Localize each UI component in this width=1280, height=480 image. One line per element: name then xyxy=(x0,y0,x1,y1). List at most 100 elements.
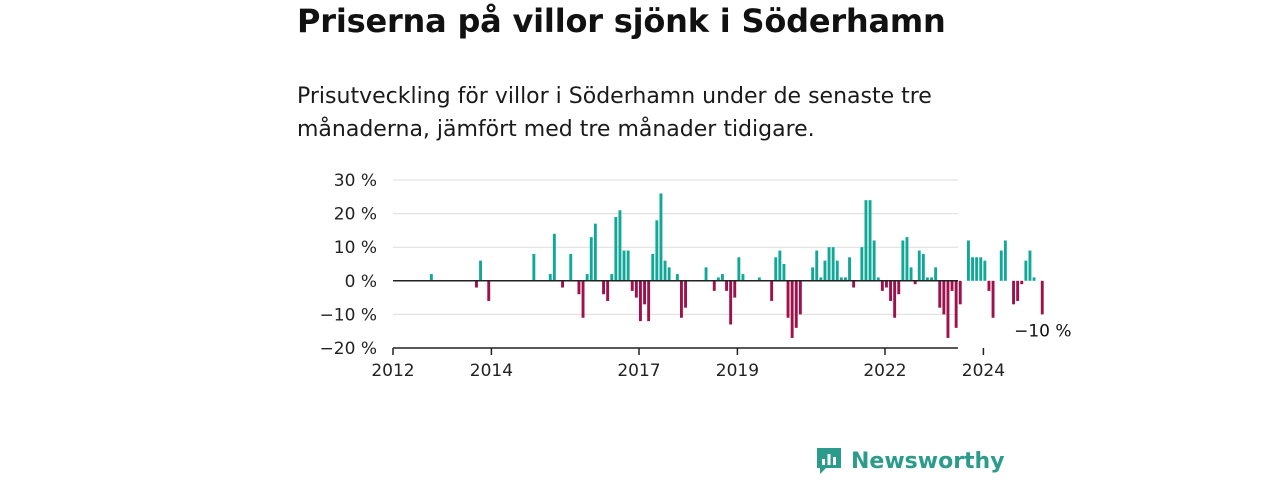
page-title: Priserna på villor sjönk i Söderhamn xyxy=(297,2,946,40)
bar xyxy=(630,280,634,291)
bar xyxy=(782,264,786,281)
brand-logo[interactable]: Newsworthy xyxy=(815,446,1005,476)
bar xyxy=(786,280,790,318)
bar xyxy=(864,200,868,281)
bar xyxy=(651,253,655,281)
y-tick-label: 10 % xyxy=(334,238,377,258)
x-tick-label: 2019 xyxy=(716,361,759,381)
bar xyxy=(712,280,716,291)
bar xyxy=(741,274,745,281)
bar xyxy=(926,277,929,281)
bar xyxy=(839,277,843,281)
brand-name: Newsworthy xyxy=(851,448,1005,474)
bar xyxy=(991,280,995,318)
bar xyxy=(938,280,942,308)
bar xyxy=(1020,280,1024,285)
bar xyxy=(1012,280,1015,305)
bar xyxy=(815,250,819,281)
bar xyxy=(655,220,659,281)
x-tick-label: 2014 xyxy=(470,361,513,381)
bar xyxy=(675,274,679,281)
bar xyxy=(872,240,876,281)
bars xyxy=(429,193,1044,338)
bar xyxy=(532,253,536,281)
bar xyxy=(942,280,946,315)
bar xyxy=(626,250,630,281)
x-tick-label: 2024 xyxy=(962,361,1005,381)
y-tick-label: −10 % xyxy=(320,305,377,325)
bar xyxy=(639,280,642,322)
bar xyxy=(967,240,970,281)
tick-labels: 30 % 20 % 10 % 0 % −10 % −20 %2012 2014 2017 201… xyxy=(320,171,1072,381)
bar xyxy=(971,257,974,281)
bar xyxy=(934,267,938,281)
axes xyxy=(392,280,985,355)
bar xyxy=(823,260,827,281)
bar xyxy=(622,250,626,281)
bar xyxy=(1016,280,1020,301)
bar xyxy=(1032,277,1036,281)
bar xyxy=(643,280,646,305)
bar xyxy=(774,257,778,281)
bar xyxy=(983,260,987,281)
bar xyxy=(548,274,552,281)
bar xyxy=(909,267,913,281)
bar xyxy=(770,280,774,301)
bar xyxy=(975,257,979,281)
bar xyxy=(647,280,651,322)
bar xyxy=(876,277,880,281)
bar xyxy=(581,280,585,318)
bar xyxy=(757,277,761,281)
bar xyxy=(901,240,905,281)
bar xyxy=(585,274,589,281)
bar xyxy=(1024,260,1028,281)
bar xyxy=(704,267,708,281)
newsworthy-logo-icon xyxy=(817,448,841,474)
x-tick-label: 2017 xyxy=(617,361,660,381)
bar xyxy=(618,210,622,281)
bar xyxy=(954,280,958,328)
bar xyxy=(1028,250,1032,281)
bar xyxy=(999,250,1003,281)
bar xyxy=(721,274,724,281)
bar xyxy=(667,267,671,281)
y-tick-label: 0 % xyxy=(345,272,377,292)
bar xyxy=(552,233,556,281)
bar xyxy=(885,280,888,288)
bar xyxy=(987,280,991,291)
bar xyxy=(794,280,798,328)
bar xyxy=(725,280,728,291)
bar xyxy=(979,257,983,281)
bar xyxy=(893,280,897,318)
chart-subtitle: Prisutveckling för villor i Söderhamn un… xyxy=(297,84,932,142)
bar xyxy=(487,280,491,301)
y-tick-label: 30 % xyxy=(334,171,377,191)
bar xyxy=(798,280,802,315)
bar xyxy=(1003,240,1007,281)
bar xyxy=(479,260,482,281)
bar xyxy=(659,193,663,281)
bar xyxy=(614,216,618,281)
bar xyxy=(819,277,823,281)
bar xyxy=(610,274,614,281)
bar xyxy=(778,250,782,281)
bar xyxy=(716,277,720,281)
bar xyxy=(946,280,950,338)
bar xyxy=(889,280,892,301)
bar xyxy=(729,280,733,325)
bar xyxy=(663,260,667,281)
bar-chart: 30 % 20 % 10 % 0 % −10 % −20 %2012 2014 2017 201… xyxy=(320,171,1072,381)
bar xyxy=(930,277,933,281)
bar xyxy=(897,280,901,295)
bar xyxy=(1040,280,1044,315)
bar xyxy=(602,280,605,295)
y-tick-label: 20 % xyxy=(334,205,377,225)
bar xyxy=(860,247,864,281)
bar xyxy=(917,250,921,281)
bar xyxy=(958,280,962,305)
bar xyxy=(811,267,815,281)
bar xyxy=(827,247,831,281)
bar xyxy=(790,280,794,338)
x-tick-label: 2022 xyxy=(863,361,906,381)
bar xyxy=(569,253,573,281)
